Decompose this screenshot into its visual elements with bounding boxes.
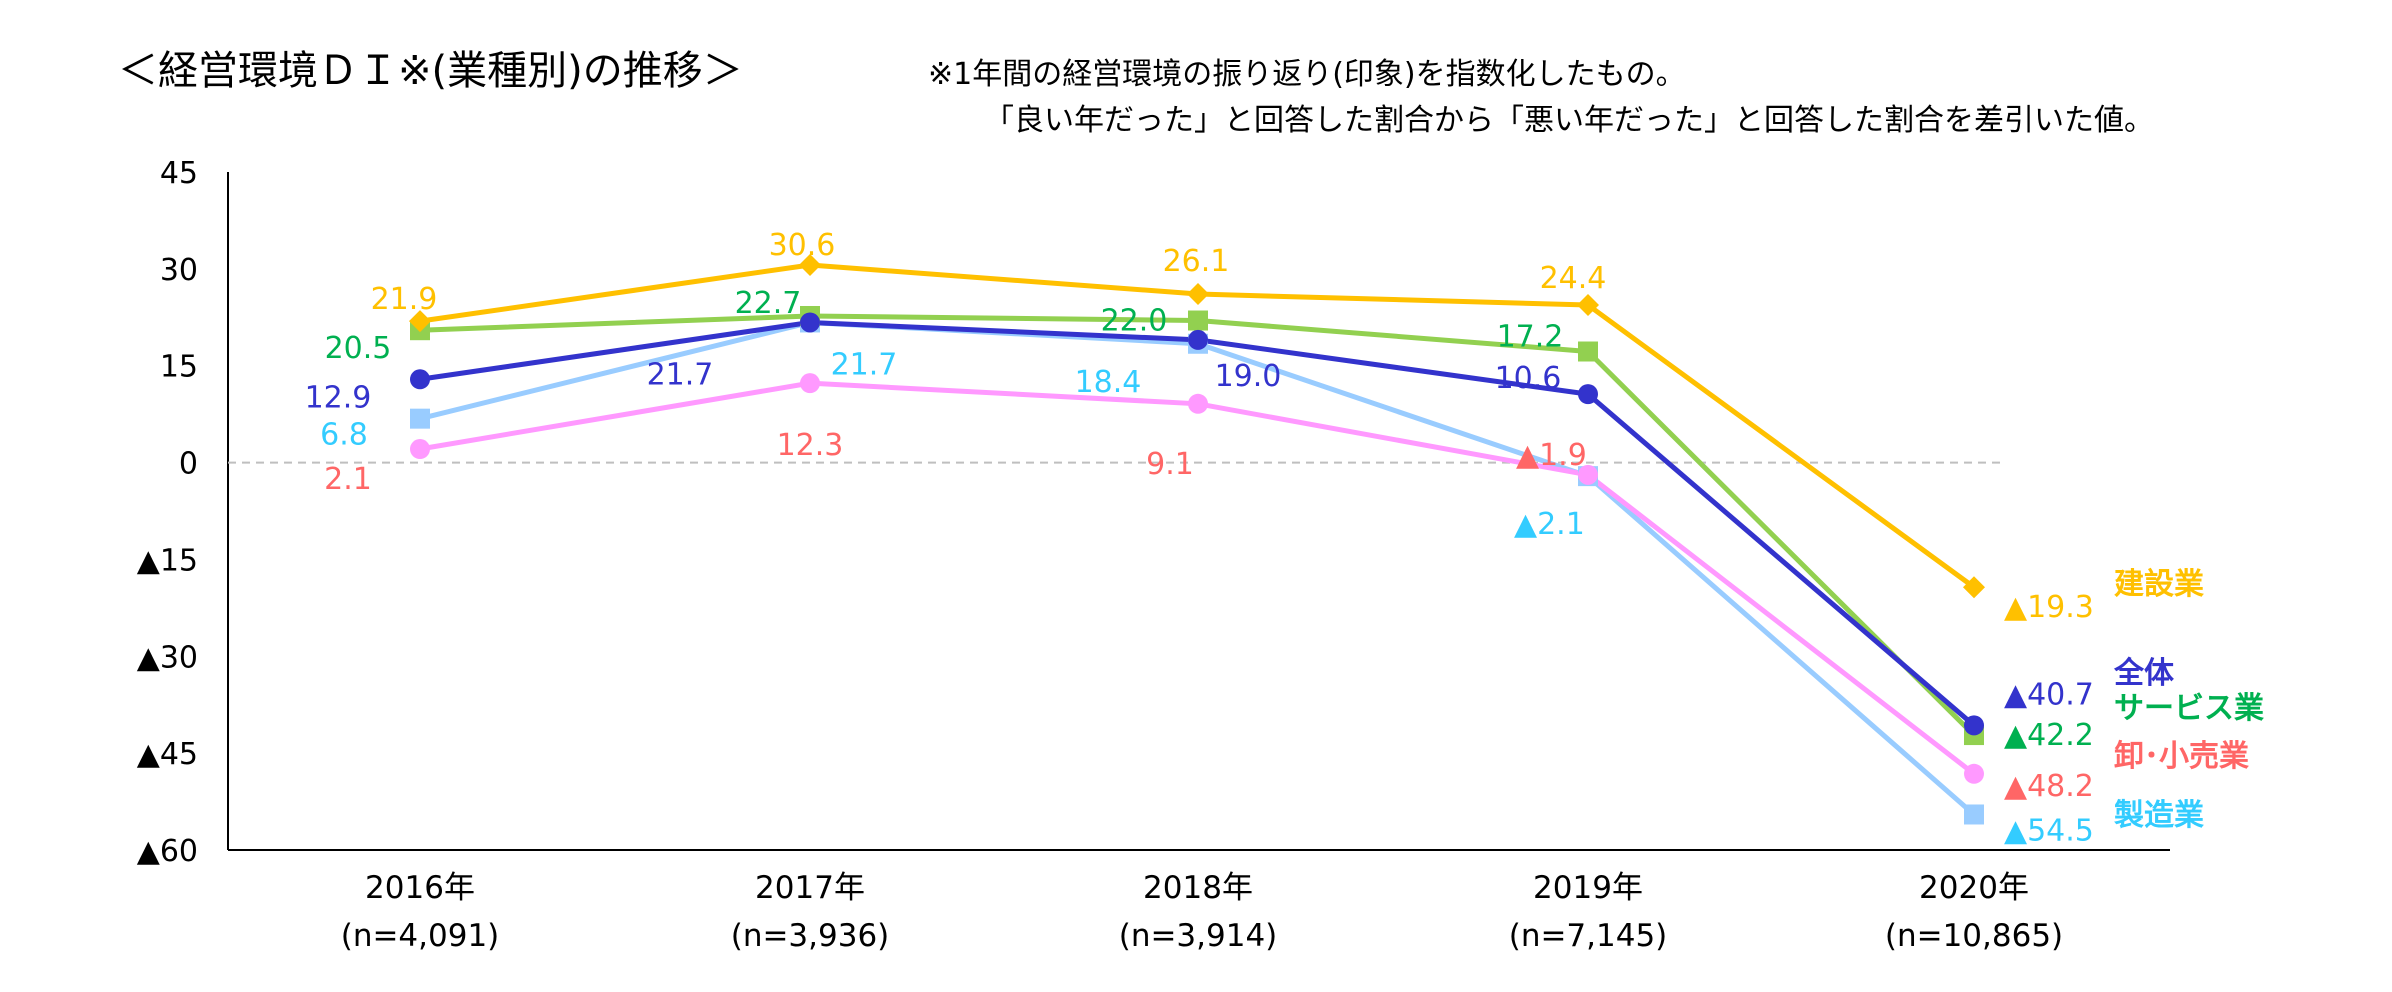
data-point — [799, 253, 821, 276]
data-point — [1964, 763, 1984, 784]
y-tick-label: ▲30 — [137, 640, 198, 675]
data-label: 2.1 — [324, 462, 372, 497]
data-label: 22.7 — [735, 286, 802, 321]
x-tick-label: 2019年 — [1533, 870, 1643, 906]
x-tick-sublabel: (n=3,914) — [1119, 918, 1278, 954]
data-point — [1578, 464, 1598, 485]
data-label: 9.1 — [1146, 447, 1194, 482]
x-tick-sublabel: (n=3,936) — [731, 918, 890, 954]
data-point — [800, 373, 820, 394]
y-tick-label: 15 — [160, 350, 198, 385]
data-label: 6.8 — [320, 418, 368, 453]
data-label: 17.2 — [1497, 320, 1564, 355]
y-tick-label: 30 — [160, 253, 198, 288]
y-tick-label: 45 — [160, 156, 198, 191]
y-tick-label: ▲45 — [137, 737, 198, 772]
x-tick-sublabel: (n=10,865) — [1885, 918, 2063, 954]
data-point — [1963, 576, 1985, 599]
series-name-label: 全体 — [2113, 656, 2175, 691]
data-label: 20.5 — [325, 331, 392, 366]
series-name-label: 建設業 — [2114, 567, 2204, 602]
series-line — [419, 380, 1976, 776]
x-tick-sublabel: (n=7,145) — [1509, 918, 1668, 954]
data-label: ▲42.2 — [2004, 718, 2094, 753]
note-line-1: ※1年間の経営環境の振り返り(印象)を指数化したもの。 — [928, 57, 1686, 92]
note-line-2: 「良い年だった」と回答した割合から「悪い年だった」と回答した割合を差引いた値。 — [984, 103, 2154, 138]
series-name-label: 卸･小売業 — [2114, 739, 2249, 774]
data-point — [1188, 310, 1208, 331]
data-label: 24.4 — [1540, 261, 1607, 296]
data-label: 21.9 — [371, 282, 438, 317]
series-name-label: 製造業 — [2114, 798, 2204, 833]
data-point — [1578, 384, 1598, 405]
data-point — [410, 439, 430, 460]
data-label: 18.4 — [1075, 365, 1142, 400]
data-label: ▲54.5 — [2004, 813, 2094, 848]
data-point — [1964, 804, 1984, 825]
y-tick-label: 0 — [179, 447, 198, 482]
data-label: 12.3 — [777, 428, 844, 463]
data-point — [410, 369, 430, 390]
x-tick-sublabel: (n=4,091) — [341, 918, 500, 954]
x-tick-label: 2018年 — [1143, 870, 1253, 906]
x-tick-label: 2016年 — [365, 870, 475, 906]
data-label: ▲1.9 — [1516, 438, 1587, 473]
data-label: ▲2.1 — [1514, 507, 1585, 542]
x-tick-label: 2020年 — [1919, 870, 2029, 906]
y-tick-label: ▲15 — [137, 543, 198, 578]
data-label: ▲48.2 — [2004, 769, 2094, 804]
data-label: 30.6 — [769, 228, 836, 263]
data-point — [1188, 393, 1208, 414]
data-label: 22.0 — [1101, 304, 1168, 339]
data-point — [1187, 283, 1209, 306]
data-point — [410, 408, 430, 429]
data-point — [1578, 341, 1598, 362]
series-name-label: サービス業 — [2114, 691, 2264, 726]
data-label: 21.7 — [647, 357, 714, 392]
data-label: ▲19.3 — [2004, 590, 2094, 625]
chart-note: ※1年間の経営環境の振り返り(印象)を指数化したもの。 「良い年だった」と回答し… — [928, 52, 2154, 144]
data-label: 10.6 — [1495, 361, 1562, 396]
data-point — [800, 312, 820, 333]
data-label: 19.0 — [1215, 359, 1282, 394]
data-point — [1964, 715, 1984, 736]
data-point — [409, 310, 431, 333]
data-point — [1577, 294, 1599, 317]
data-point — [1188, 329, 1208, 350]
chart-title: ＜経営環境ＤＩ※(業種別)の推移＞ — [118, 48, 743, 94]
data-label: 21.7 — [831, 347, 898, 382]
data-label: 12.9 — [305, 380, 372, 415]
data-label: ▲40.7 — [2004, 677, 2094, 712]
x-tick-label: 2017年 — [755, 870, 865, 906]
y-tick-label: ▲60 — [137, 834, 198, 869]
data-label: 26.1 — [1163, 244, 1230, 279]
